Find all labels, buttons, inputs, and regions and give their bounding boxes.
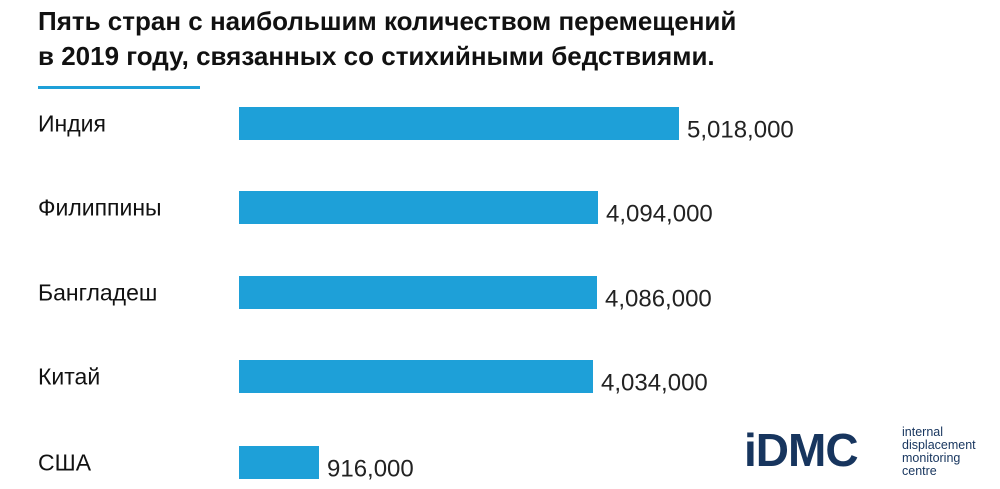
chart-title: Пять стран с наибольшим количеством пере…	[38, 4, 938, 74]
logo-mark: iDMC	[744, 424, 859, 476]
category-label: США	[38, 450, 92, 476]
logo-text-line-4: centre	[902, 464, 937, 478]
value-label: 4,094,000	[606, 201, 713, 228]
logo-text: internal displacement monitoring centre	[902, 426, 976, 478]
category-label: Индия	[38, 111, 106, 137]
value-label: 4,034,000	[601, 370, 708, 397]
category-label: Филиппины	[38, 195, 162, 221]
bar	[239, 276, 597, 309]
idmc-logo: iDMC internal displacement monitoring ce…	[744, 424, 984, 480]
chart-title-line-2: в 2019 году, связанных со стихийными бед…	[38, 41, 715, 71]
value-label: 5,018,000	[687, 117, 794, 144]
logo-text-line-1: internal	[902, 425, 943, 439]
value-label: 4,086,000	[605, 286, 712, 313]
bar	[239, 360, 593, 393]
logo-text-line-2: displacement	[902, 438, 976, 452]
bar	[239, 446, 319, 479]
value-label: 916,000	[327, 456, 414, 483]
category-label: Китай	[38, 364, 100, 390]
logo-text-line-3: monitoring	[902, 451, 961, 465]
category-label: Бангладеш	[38, 280, 157, 306]
bar	[239, 191, 598, 224]
title-accent-line	[38, 86, 200, 89]
chart-title-line-1: Пять стран с наибольшим количеством пере…	[38, 6, 737, 36]
bar	[239, 107, 679, 140]
